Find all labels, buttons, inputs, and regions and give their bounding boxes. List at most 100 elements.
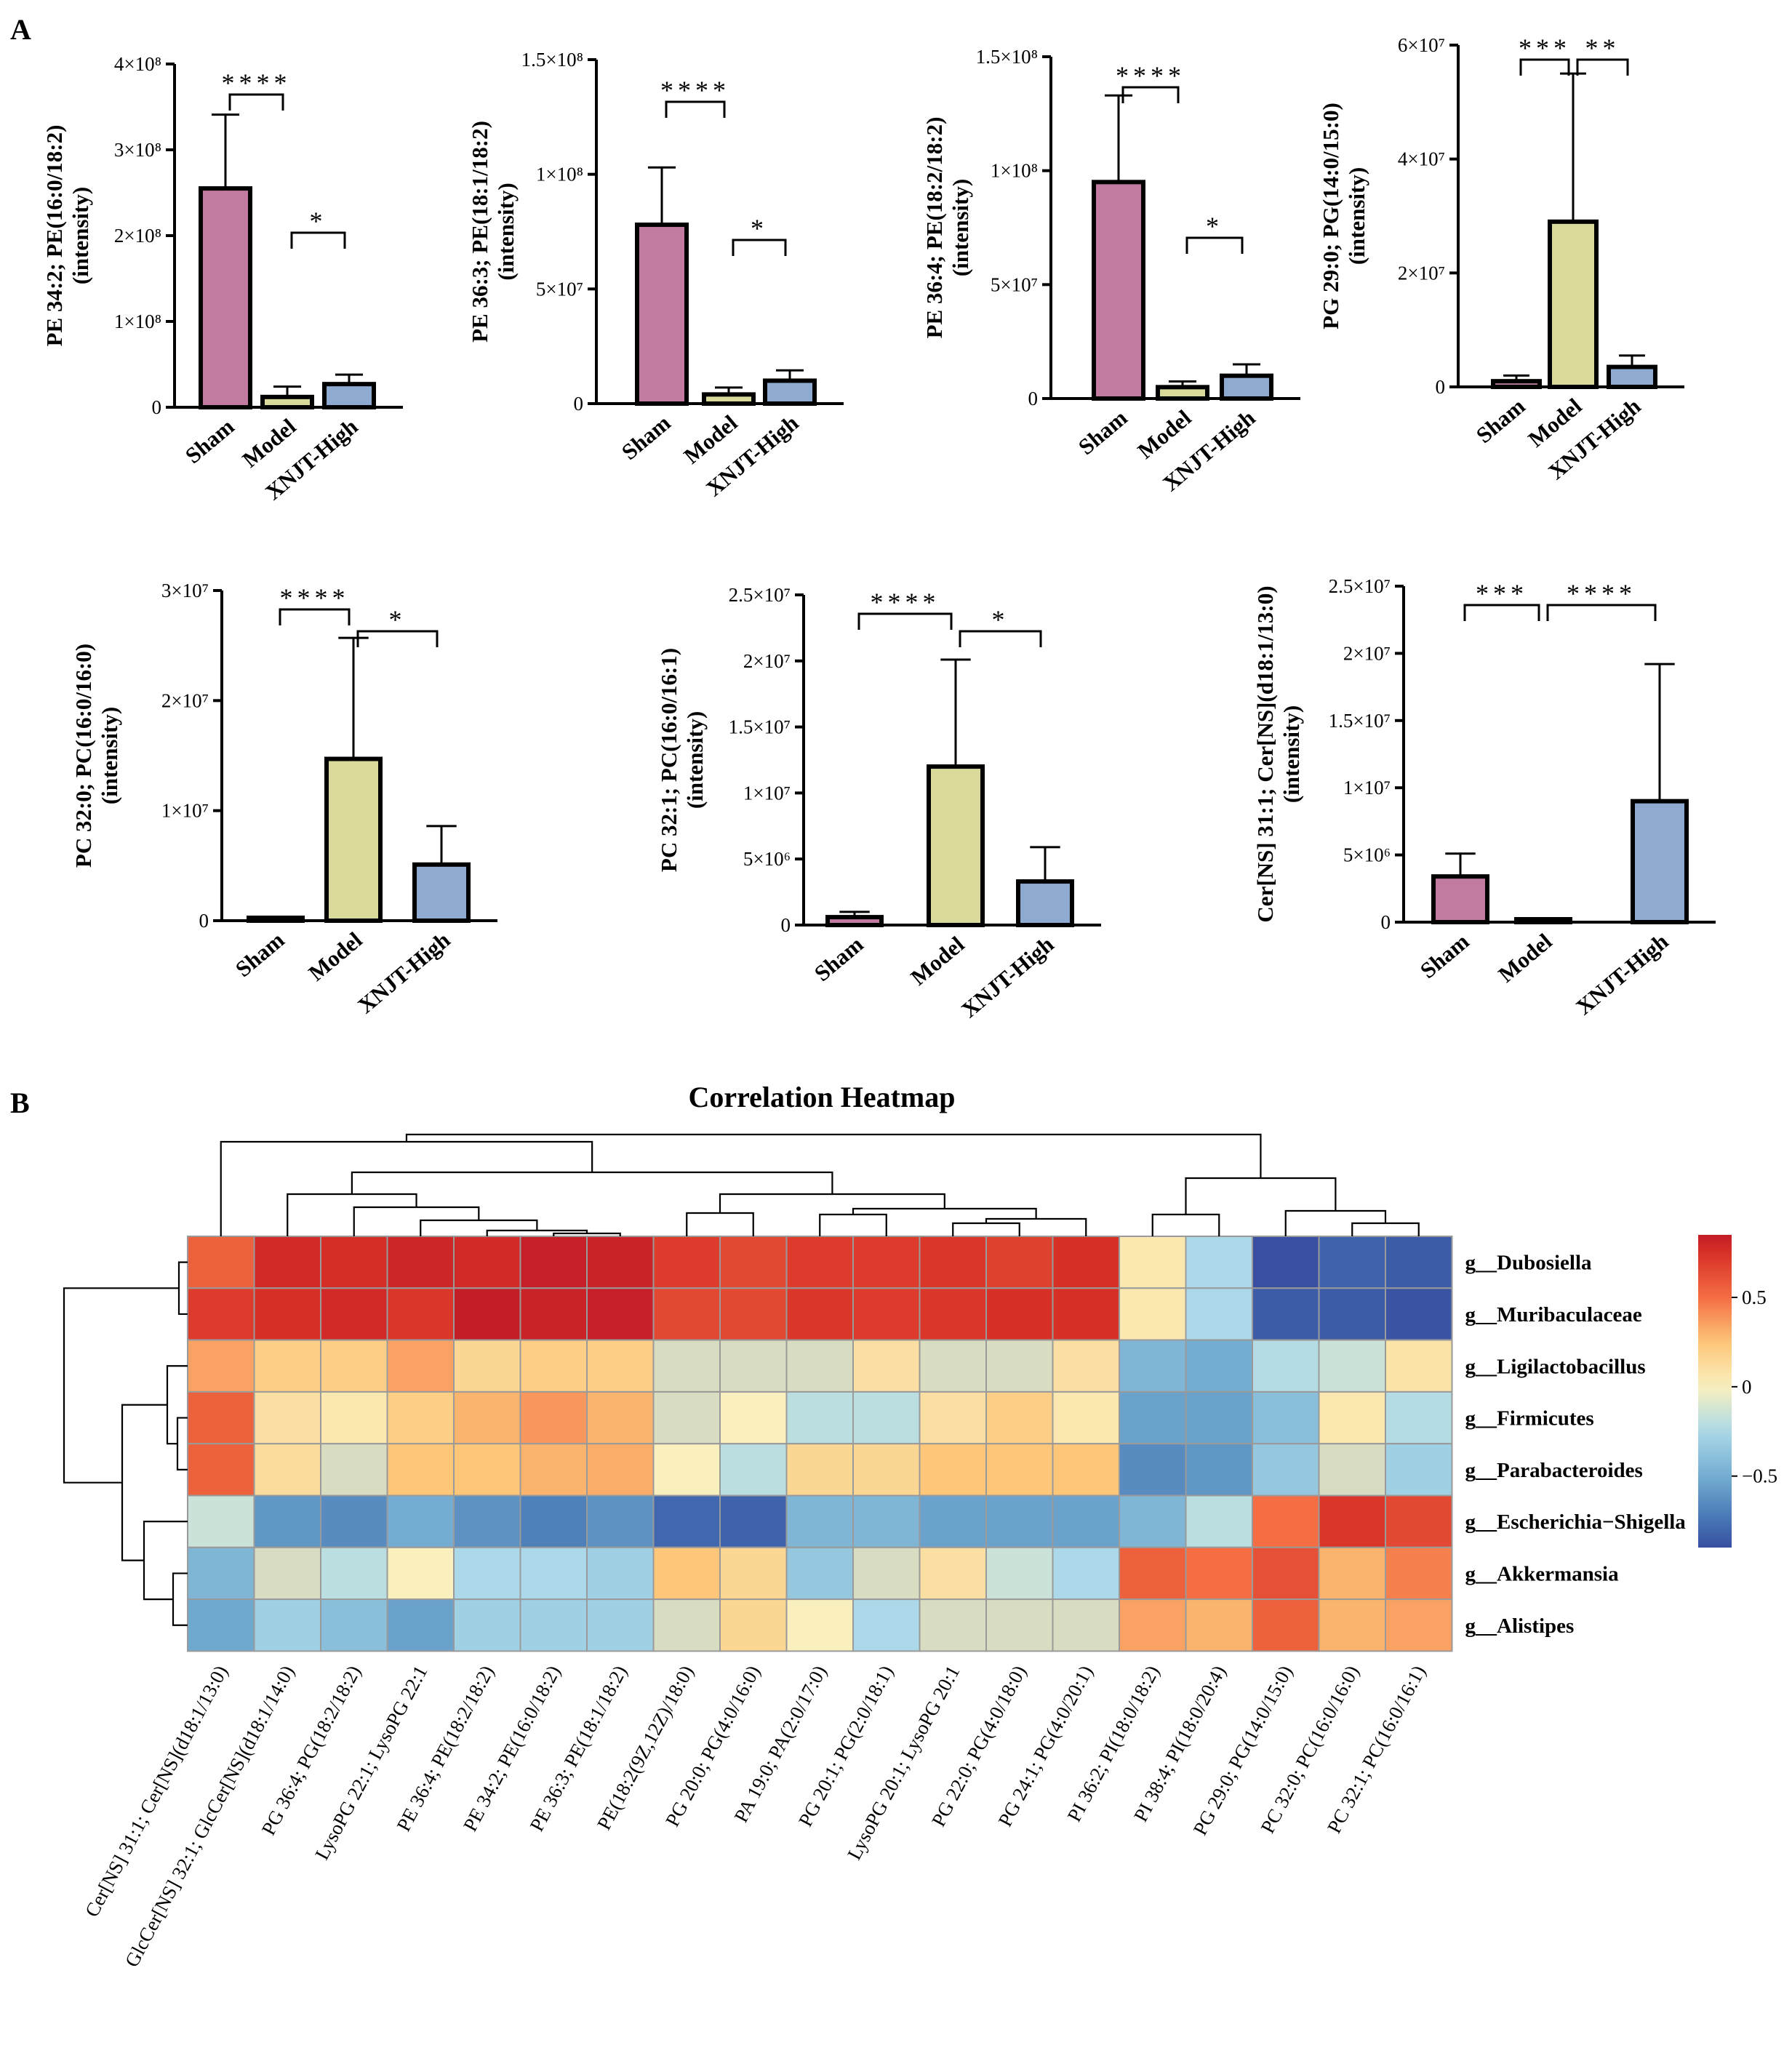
- heatmap-cell: [1119, 1546, 1187, 1601]
- significance-bracket: [1121, 86, 1180, 103]
- y-axis-label: PG 29:0; PG(14:0/15:0): [1318, 103, 1343, 329]
- heatmap-cell: [785, 1339, 854, 1393]
- y-tick-label: 4×10⁷: [1398, 148, 1445, 170]
- heatmap-cell: [1185, 1236, 1253, 1289]
- row-dendrogram: [63, 1261, 188, 1626]
- heatmap-title: Correlation Heatmap: [689, 1081, 956, 1113]
- y-axis-label: Cer[NS] 31:1; Cer[NS](d18:1/13:0): [1252, 585, 1278, 922]
- bar-charts: 0 1×10⁸ 2×10⁸ 3×10⁸ 4×10⁸ PE 34:2; PE(16:0/18…: [41, 33, 1716, 1022]
- heatmap-cell: [187, 1598, 255, 1652]
- dendrogram-link: [985, 1217, 1087, 1236]
- heatmap-cell: [320, 1339, 388, 1393]
- heatmap-cell: [652, 1236, 721, 1289]
- category-label: Sham: [180, 413, 239, 468]
- panel-label-b: B: [10, 1086, 30, 1119]
- y-axis-label: PE 36:3; PE(18:1/18:2): [467, 121, 492, 343]
- heatmap-cell: [386, 1390, 455, 1445]
- heatmap-cell: [187, 1546, 255, 1601]
- category-label: Model: [905, 931, 969, 990]
- bar-chart-3: 0 5×10⁷ 1×10⁸ 1.5×10⁸ PE 36:4; PE(18:2/18:2)…: [921, 46, 1300, 496]
- bar-xnjt-high: [1016, 879, 1074, 928]
- heatmap-cell: [1252, 1598, 1320, 1652]
- heatmap-cell: [1318, 1236, 1386, 1289]
- y-tick-label: 1×10⁷: [1343, 777, 1391, 799]
- dendrogram-link: [952, 1222, 1020, 1236]
- dendrogram-link: [63, 1287, 179, 1484]
- heatmap-cell: [453, 1598, 521, 1652]
- y-tick-label: 2×10⁸: [114, 225, 161, 247]
- y-tick-label: 0: [781, 914, 791, 936]
- row-label: g__Parabacteroides: [1465, 1459, 1643, 1482]
- y-axis-label: PC 32:1; PC(16:0/16:1): [656, 648, 681, 872]
- bar-chart-6: 0 5×10⁶ 1×10⁷ 1.5×10⁷ 2×10⁷ 2.5×10⁷ PC 32:1; P…: [656, 584, 1101, 1022]
- heatmap-cell: [187, 1287, 255, 1341]
- heatmap-cell: [1119, 1236, 1187, 1289]
- heatmap-cell: [1252, 1443, 1320, 1497]
- heatmap-cell: [1318, 1598, 1386, 1652]
- heatmap-cell: [253, 1443, 321, 1497]
- significance-label: ****: [1116, 61, 1185, 90]
- heatmap-cell: [1252, 1390, 1320, 1445]
- heatmap-cell: [852, 1287, 921, 1341]
- heatmap-cell: [719, 1339, 788, 1393]
- heatmap-cell: [1185, 1546, 1253, 1601]
- dendrogram-link: [1351, 1222, 1420, 1236]
- significance-bracket: [356, 630, 439, 647]
- significance-bracket: [279, 608, 351, 625]
- significance-label: *: [751, 214, 768, 243]
- heatmap-cell: [919, 1494, 987, 1548]
- heatmap-cell: [1119, 1598, 1187, 1652]
- y-tick-label: 0: [1028, 388, 1039, 409]
- bar-sham: [1431, 874, 1489, 924]
- significance-bracket: [857, 612, 953, 630]
- heatmap-cell: [386, 1494, 455, 1548]
- y-tick-label: 1.5×10⁷: [1329, 710, 1391, 732]
- y-tick-label: 0: [1381, 911, 1391, 933]
- heatmap-cell: [586, 1339, 655, 1393]
- dendrogram-link: [405, 1133, 1262, 1178]
- y-tick-label: 2.5×10⁷: [1329, 575, 1391, 597]
- category-label: XNJT-High: [353, 927, 455, 1019]
- y-tick-label: 1×10⁷: [743, 782, 791, 804]
- bar-xnjt-high: [412, 862, 471, 923]
- heatmap-cell: [1052, 1598, 1120, 1652]
- bar-chart-1: 0 1×10⁸ 2×10⁸ 3×10⁸ 4×10⁸ PE 34:2; PE(16:0/18…: [41, 53, 403, 505]
- heatmap-cell: [253, 1287, 321, 1341]
- y-tick-label: 5×10⁶: [1343, 844, 1391, 866]
- colorbar-tick-label: 0.5: [1742, 1286, 1767, 1308]
- bar-sham: [1092, 180, 1145, 401]
- heatmap-cell: [453, 1443, 521, 1497]
- y-tick-label: 1.5×10⁸: [521, 49, 583, 71]
- significance-bracket: [665, 100, 726, 118]
- heatmap-cell: [386, 1598, 455, 1652]
- heatmap-cell: [1252, 1287, 1320, 1341]
- significance-bracket: [1463, 604, 1540, 621]
- correlation-heatmap: Correlation Heatmap g__Dubosiella g__Murib…: [63, 1081, 1777, 1971]
- significance-label: ****: [280, 583, 350, 612]
- heatmap-cell: [652, 1598, 721, 1652]
- heatmap-cell: [919, 1443, 987, 1497]
- heatmap-cell: [1119, 1339, 1187, 1393]
- bar-model: [324, 756, 383, 924]
- y-tick-label: 2.5×10⁷: [729, 584, 791, 606]
- heatmap-cell: [1318, 1494, 1386, 1548]
- column-dendrogram: [220, 1133, 1420, 1236]
- heatmap-cell: [852, 1494, 921, 1548]
- heatmap-cell: [652, 1287, 721, 1341]
- heatmap-cell: [453, 1236, 521, 1289]
- significance-bracket: [1576, 58, 1629, 76]
- heatmap-cell: [519, 1287, 588, 1341]
- significance-bracket: [290, 231, 346, 249]
- heatmap-cell: [719, 1546, 788, 1601]
- significance-label: ****: [222, 68, 292, 97]
- y-axis-label: PE 36:4; PE(18:2/18:2): [921, 117, 947, 339]
- significance-label: **: [1585, 33, 1620, 63]
- significance-label: ****: [871, 588, 940, 617]
- heatmap-cell: [785, 1443, 854, 1497]
- heatmap-cell: [586, 1598, 655, 1652]
- column-label: LysoPG 22:1; LysoPG 22:1: [311, 1662, 431, 1863]
- category-label: Sham: [1471, 393, 1530, 448]
- row-label: g__Firmicutes: [1465, 1407, 1594, 1430]
- heatmap-cell: [1052, 1390, 1120, 1445]
